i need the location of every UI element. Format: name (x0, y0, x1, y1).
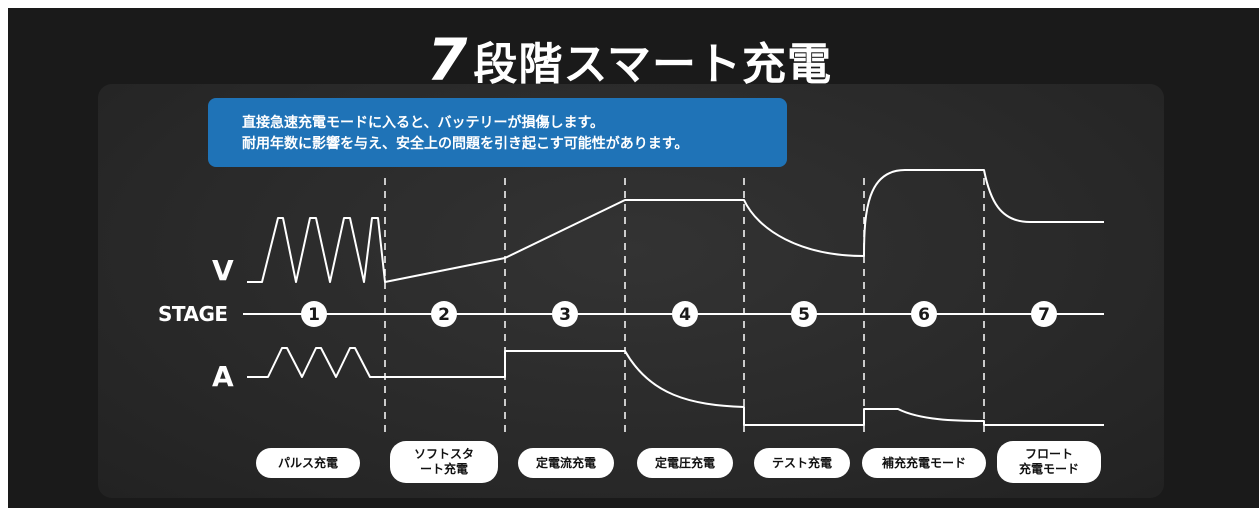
title-text: 段階スマート充電 (473, 39, 833, 90)
stage-label-4: 定電圧充電 (637, 448, 733, 478)
stage-label-2: ソフトスタ ート充電 (390, 441, 498, 483)
stage-number-4: 4 (679, 305, 691, 325)
stage-number-7: 7 (1038, 305, 1050, 325)
warning-line-2: 耐用年数に影響を与え、安全上の問題を引き起こす可能性があります。 (242, 136, 689, 152)
stage-marker-6 (911, 301, 937, 327)
stage-marker-3 (552, 301, 578, 327)
stage-number-6: 6 (918, 305, 930, 325)
stage-label-2-line-1: ソフトスタ (413, 447, 474, 461)
stage-number-5: 5 (798, 305, 810, 325)
voltage-curve (247, 169, 1104, 283)
warning-line-1: 直接急速充電モードに入ると、バッテリーが損傷します。 (242, 115, 605, 131)
stage-marker-2 (431, 301, 457, 327)
stage-axis-label: STAGE (158, 302, 228, 326)
stage-label-7-line-2: 充電モード (1018, 462, 1079, 476)
stage-label-6: 補充充電モード (862, 448, 986, 478)
stage-number-3: 3 (559, 305, 571, 325)
stage-label-1: パルス充電 (256, 448, 360, 478)
stage-label-7: フロート 充電モード (997, 441, 1101, 483)
stage-marker-5 (791, 301, 817, 327)
voltage-axis-label: V (212, 254, 234, 287)
stage-label-3: 定電流充電 (518, 448, 614, 478)
stage-label-2-line-2: ート充電 (419, 462, 468, 476)
stage-marker-7 (1031, 301, 1057, 327)
stage-number-2: 2 (438, 305, 450, 325)
title-number: 7 (426, 26, 468, 94)
stage-marker-1 (301, 301, 327, 327)
warning-banner: 直接急速充電モードに入ると、バッテリーが損傷します。 耐用年数に影響を与え、安全… (208, 98, 787, 167)
page-title: 7 段階スマート充電 (0, 26, 1259, 94)
stage-number-1: 1 (308, 305, 320, 325)
stage-label-7-line-1: フロート (1024, 447, 1073, 461)
stage-marker-4 (672, 301, 698, 327)
current-axis-label: A (212, 360, 234, 393)
current-curve (247, 347, 1104, 426)
stage-label-5: テスト充電 (754, 448, 850, 478)
